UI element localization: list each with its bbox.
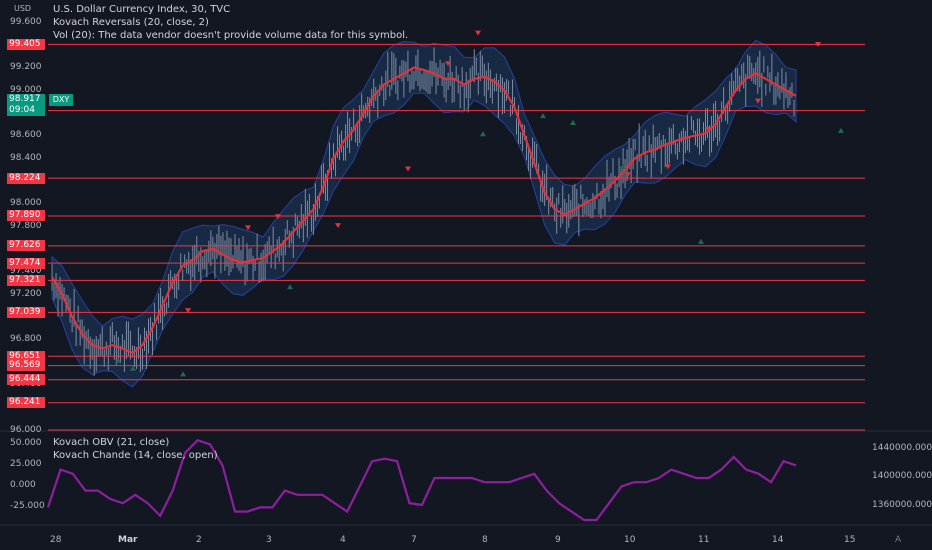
time-tick-label: 11 (698, 535, 710, 545)
moving-average-line (51, 66, 797, 355)
reversal-down-marker (275, 214, 281, 220)
reversal-down-marker (405, 166, 411, 172)
price-tick-label: 96.000 (10, 424, 42, 435)
price-tick-label: 98.000 (10, 198, 42, 208)
reversal-down-marker (665, 164, 671, 170)
time-tick-label: 4 (340, 535, 346, 545)
oscillator-right-tick-label: 1400000.000 (872, 471, 932, 481)
time-tick-label: 3 (266, 535, 272, 545)
legend-volume[interactable]: Vol (20): The data vendor doesn't provid… (53, 30, 409, 41)
legend-chande[interactable]: Kovach Chande (14, close, open) (53, 450, 218, 461)
oscillator-tick-label: -25.000 (10, 501, 45, 512)
price-tick-label: 96.800 (10, 333, 42, 344)
legend-obv[interactable]: Kovach OBV (21, close) (53, 437, 170, 448)
time-tick-label: 2 (196, 535, 202, 545)
price-level-label: 98.224 (7, 172, 45, 184)
reversal-down-marker (625, 172, 631, 178)
time-tick-label: 15 (844, 535, 856, 545)
price-level-label: 97.474 (7, 257, 45, 269)
current-price-label: 98.917 09:04 (7, 94, 45, 116)
price-level-label: 97.321 (7, 274, 45, 286)
reversal-down-marker (755, 98, 761, 104)
price-tick-label: 97.400 (10, 265, 42, 276)
time-tick-label: Mar (118, 535, 138, 545)
price-tick-label: 98.400 (10, 152, 42, 163)
price-tick-label: 99.600 (10, 16, 42, 27)
reversal-down-marker (445, 61, 451, 67)
reversal-up-marker (540, 113, 546, 119)
price-level-label: 99.405 (7, 38, 45, 50)
reversal-down-marker (705, 126, 711, 132)
oscillator-tick-label: 50.000 (10, 438, 42, 449)
reversal-down-marker (245, 225, 251, 231)
price-level-label: 97.626 (7, 240, 45, 252)
reversal-down-marker (185, 308, 191, 314)
reversal-up-marker (620, 164, 626, 170)
price-level-label: 96.651 (7, 350, 45, 362)
countdown-timer: 09:04 (9, 105, 35, 115)
time-tick-label: 28 (50, 535, 62, 545)
oscillator-tick-label: 25.000 (10, 459, 42, 470)
time-tick-label: 9 (555, 535, 561, 545)
time-tick-label: 14 (772, 535, 784, 545)
current-price-value: 98.917 (9, 94, 41, 104)
reversal-up-marker (838, 127, 844, 133)
price-tick-label: 97.200 (10, 288, 42, 299)
time-tick-label: 10 (624, 535, 636, 545)
reversal-down-marker (475, 30, 481, 36)
auto-scale-button[interactable]: A (895, 535, 902, 545)
oscillator-line (46, 438, 797, 522)
price-tick-label: 99.200 (10, 62, 42, 73)
symbol-tag: DXY (49, 94, 73, 106)
currency-label: USD (14, 4, 32, 13)
oscillator-tick-label: 0.000 (10, 480, 36, 491)
oscillator-right-tick-label: 1360000.000 (872, 500, 932, 510)
oscillator-right-tick-label: 1440000.000 (872, 443, 932, 453)
reversal-up-marker (115, 357, 121, 363)
price-tick-label: 97.800 (10, 220, 42, 231)
reversal-down-marker (335, 223, 341, 229)
reversal-up-marker (570, 119, 576, 125)
price-level-label: 97.890 (7, 210, 45, 222)
price-level-label: 97.039 (7, 306, 45, 318)
price-level-label: 96.241 (7, 397, 45, 409)
time-tick-label: 8 (482, 535, 488, 545)
legend-reversals[interactable]: Kovach Reversals (20, close, 2) (53, 17, 209, 28)
bollinger-band (51, 39, 797, 388)
reversal-up-marker (287, 284, 293, 290)
price-tick-label: 98.600 (10, 130, 42, 141)
price-level-label: 96.444 (7, 374, 45, 386)
price-level-label: 96.569 (7, 360, 45, 372)
reversal-up-marker (130, 365, 136, 371)
reversal-up-marker (698, 238, 704, 244)
reversal-up-marker (180, 371, 186, 377)
time-tick-label: 7 (411, 535, 417, 545)
legend-symbol[interactable]: U.S. Dollar Currency Index, 30, TVC (53, 4, 231, 15)
price-tick-label: 99.000 (10, 84, 42, 95)
reversal-up-marker (480, 131, 486, 137)
